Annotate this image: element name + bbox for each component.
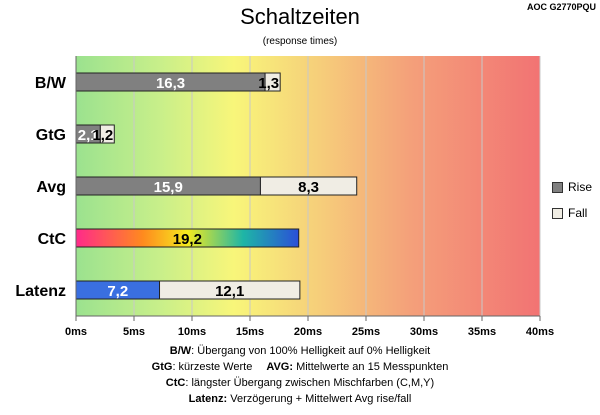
x-tick-label: 40ms: [526, 326, 554, 338]
x-tick-label: 30ms: [410, 326, 438, 338]
data-label: 16,3: [156, 75, 185, 92]
legend-label-fall: Fall: [568, 206, 588, 220]
x-tick-label: 10ms: [178, 326, 206, 338]
bar-fall: [259, 176, 358, 196]
footnote-gtg-avg: GtG: kürzeste Werte AVG: Mittelwerte an 1…: [0, 359, 600, 375]
footnote-ctc: CtC: längster Übergang zwischen Mischfar…: [0, 375, 600, 391]
footnote-latenz: Latenz: Verzögerung + Mittelwert Avg ris…: [0, 391, 600, 407]
data-label: 7,2: [107, 283, 128, 300]
footnote-latenz-key: Latenz:: [188, 393, 228, 405]
data-label: 15,9: [154, 179, 183, 196]
x-tick-label: 35ms: [468, 326, 496, 338]
x-tick-label: 0ms: [65, 326, 87, 338]
category-label: Avg: [36, 179, 66, 196]
data-label: 19,2: [173, 231, 202, 248]
footnote-ctc-key: CtC: [165, 377, 186, 389]
bar-fall: [264, 72, 281, 92]
response-time-chart: 0ms 5ms 10ms 15ms 20ms 25ms 30ms 35ms 40ms B/W 16,…: [15, 56, 554, 338]
bar-fall: [159, 280, 301, 300]
x-tick-label: 5ms: [123, 326, 145, 338]
data-label: 12,1: [215, 283, 244, 300]
x-tick-label: 25ms: [352, 326, 380, 338]
monitor-model-label: AOC G2770PQU: [526, 2, 596, 12]
footnote-bw: B/W: Übergang von 100% Helligkeit auf 0%…: [0, 343, 600, 359]
footnote-gtg-text: : kürzeste Werte: [172, 361, 253, 373]
x-tick-label: 20ms: [294, 326, 322, 338]
legend-item-rise: Rise: [552, 180, 592, 194]
chart-subtitle: (response times): [262, 36, 338, 47]
footnote-bw-text: : Übergang von 100% Helligkeit auf 0% He…: [191, 345, 431, 357]
footnote-avg-text: Mittelwerte an 15 Messpunkten: [293, 361, 449, 373]
legend-label-rise: Rise: [568, 180, 593, 194]
chart-title: Schaltzeiten: [240, 4, 360, 29]
footnote-gtg-key: GtG: [151, 361, 173, 373]
footnote-avg-key: AVG:: [266, 361, 294, 373]
legend-item-fall: Fall: [552, 206, 587, 220]
footnote-latenz-text: Verzögerung + Mittelwert Avg rise/fall: [227, 393, 412, 405]
data-label: 1,2: [92, 127, 113, 144]
legend-swatch-fall: [552, 207, 563, 219]
category-label: B/W: [35, 75, 67, 92]
bar-fall: [99, 124, 115, 144]
footnote-ctc-text: : längster Übergang zwischen Mischfarben…: [185, 377, 435, 389]
category-label: Latenz: [15, 283, 66, 300]
data-label: 1,3: [258, 75, 279, 92]
category-label: GtG: [36, 127, 66, 144]
data-label: 8,3: [298, 179, 319, 196]
x-tick-label: 15ms: [236, 326, 264, 338]
legend-swatch-rise: [552, 181, 563, 193]
data-label: 2,1: [78, 127, 99, 144]
footnote-bw-key: B/W: [169, 345, 192, 357]
category-label: CtC: [38, 231, 67, 248]
footnotes: B/W: Übergang von 100% Helligkeit auf 0%…: [0, 343, 600, 407]
